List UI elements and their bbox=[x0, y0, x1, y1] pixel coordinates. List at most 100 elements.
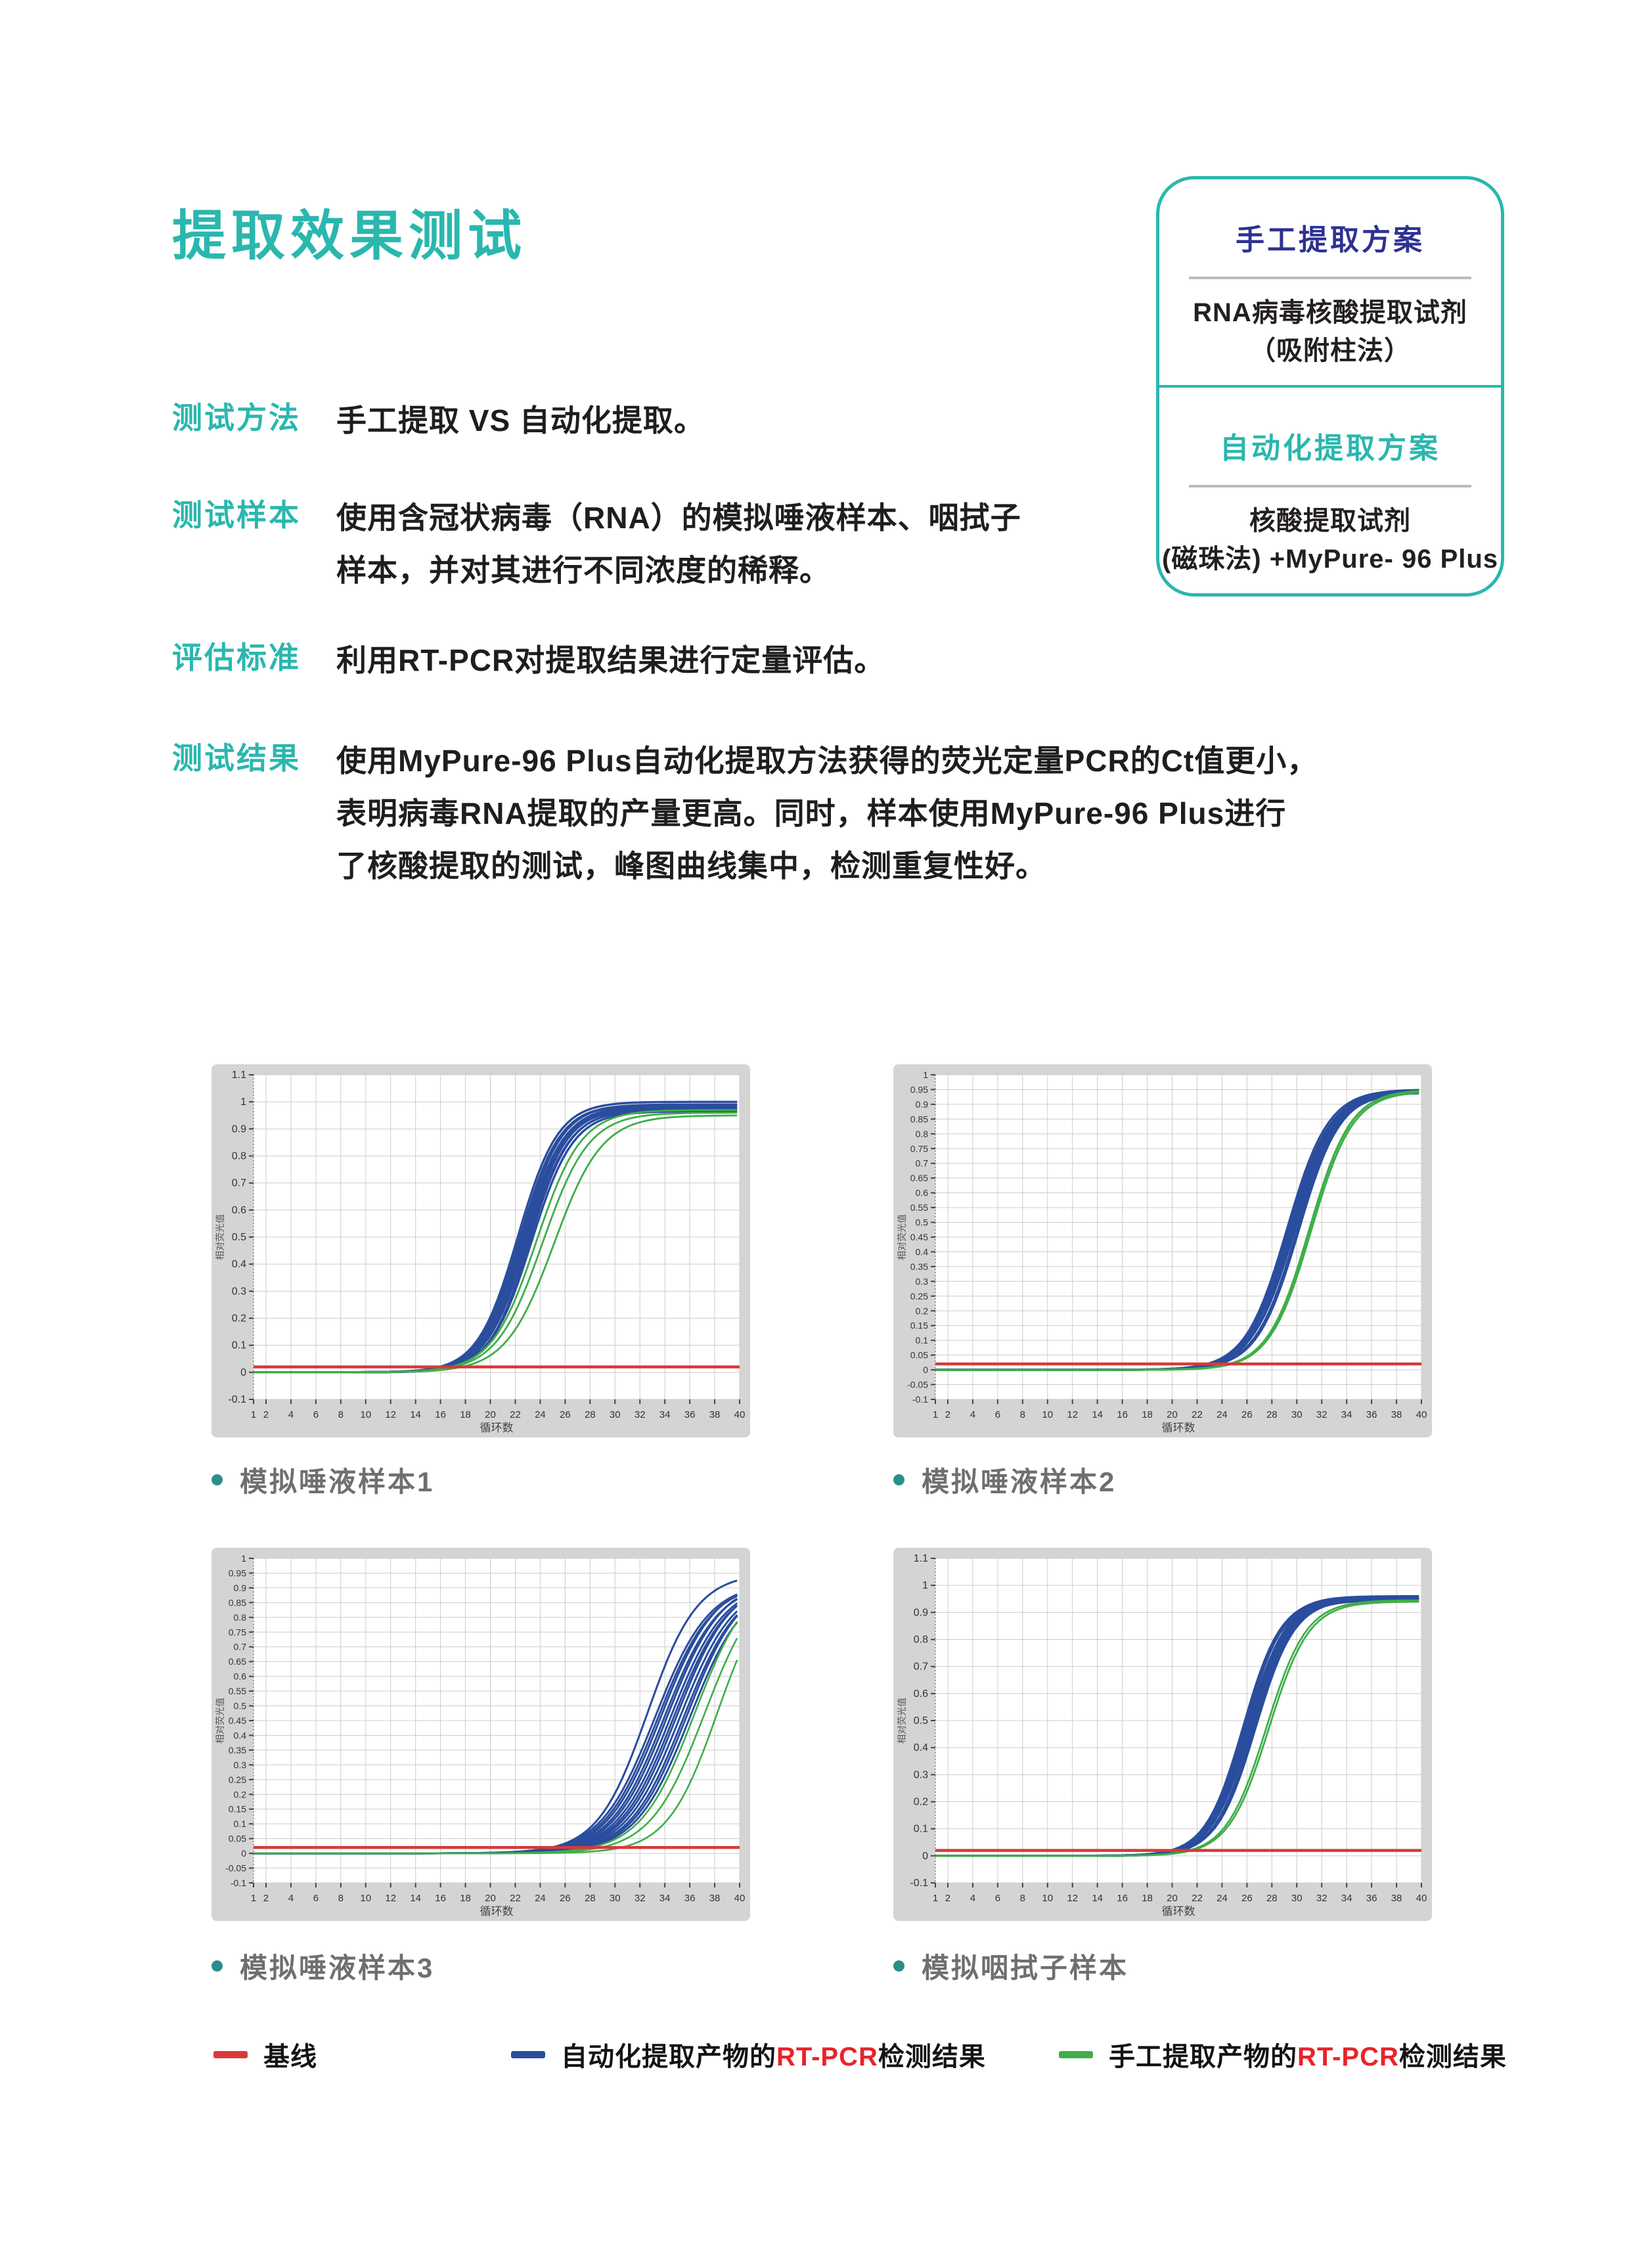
svg-text:0.15: 0.15 bbox=[910, 1321, 928, 1331]
svg-text:0.95: 0.95 bbox=[910, 1084, 928, 1095]
svg-text:0.35: 0.35 bbox=[229, 1745, 246, 1755]
svg-text:24: 24 bbox=[535, 1893, 546, 1904]
svg-text:0.4: 0.4 bbox=[232, 1259, 246, 1270]
svg-text:10: 10 bbox=[1042, 1893, 1053, 1904]
svg-text:1: 1 bbox=[922, 1580, 928, 1591]
svg-text:0.45: 0.45 bbox=[229, 1715, 246, 1726]
svg-text:38: 38 bbox=[709, 1893, 721, 1904]
svg-text:40: 40 bbox=[734, 1893, 746, 1904]
caption-text: 模拟唾液样本3 bbox=[240, 1953, 435, 1983]
svg-text:-0.05: -0.05 bbox=[225, 1863, 246, 1874]
svg-text:0.6: 0.6 bbox=[914, 1688, 928, 1700]
chart-caption: 模拟唾液样本1 bbox=[212, 1460, 434, 1500]
extraction-scheme-box: 手工提取方案 RNA病毒核酸提取试剂 （吸附柱法） 自动化提取方案 核酸提取试剂… bbox=[1156, 176, 1504, 597]
svg-text:28: 28 bbox=[1266, 1409, 1278, 1420]
svg-text:34: 34 bbox=[659, 1409, 671, 1420]
svg-text:36: 36 bbox=[1366, 1893, 1377, 1904]
text-line: 使用MyPure-96 Plus自动化提取方法获得的荧光定量PCR的Ct值更小， bbox=[336, 744, 1318, 778]
svg-text:1: 1 bbox=[923, 1070, 928, 1080]
svg-text:0.55: 0.55 bbox=[229, 1686, 246, 1696]
pcr-amplification-plot: 1 0.95 0.9 0.85 0.8 0.75 0.7 0.65 0.6 0.55 0.5 0.45… bbox=[212, 1548, 750, 1921]
svg-text:0.85: 0.85 bbox=[229, 1597, 246, 1608]
manual-swatch-icon bbox=[1059, 2050, 1093, 2058]
svg-text:1: 1 bbox=[251, 1893, 256, 1904]
auto-scheme-line1: 核酸提取试剂 bbox=[1249, 507, 1411, 535]
legend-label: 手工提取产物的RT-PCR检测结果 bbox=[1109, 2035, 1507, 2073]
text-line: 样本，并对其进行不同浓度的稀释。 bbox=[336, 553, 830, 587]
chart-throat-swab-sample: 1.1 1 0.9 0.8 0.7 0.6 0.5 0.4 0.3 0.2 0.1 0 -0.1 1 2 4 6… bbox=[893, 1548, 1432, 1921]
svg-text:38: 38 bbox=[1391, 1893, 1402, 1904]
svg-text:0: 0 bbox=[922, 1851, 928, 1862]
svg-text:0.55: 0.55 bbox=[910, 1202, 928, 1213]
svg-text:0.8: 0.8 bbox=[916, 1129, 929, 1139]
svg-text:0.5: 0.5 bbox=[234, 1701, 247, 1711]
manual-scheme-title: 手工提取方案 bbox=[1236, 224, 1425, 256]
svg-text:1.1: 1.1 bbox=[914, 1553, 928, 1564]
svg-text:12: 12 bbox=[385, 1893, 396, 1904]
manual-scheme-body: RNA病毒核酸提取试剂 （吸附柱法） bbox=[1159, 294, 1501, 370]
svg-text:-0.1: -0.1 bbox=[910, 1878, 928, 1889]
bullet-dot-icon bbox=[212, 1960, 223, 1972]
svg-text:8: 8 bbox=[1020, 1893, 1025, 1904]
svg-text:0.9: 0.9 bbox=[914, 1607, 928, 1618]
legend-item-baseline: 基线 bbox=[213, 2035, 317, 2073]
section-label-criteria: 评估标准 bbox=[172, 641, 301, 675]
svg-text:20: 20 bbox=[1167, 1409, 1178, 1420]
svg-text:22: 22 bbox=[510, 1409, 521, 1420]
svg-text:0.85: 0.85 bbox=[910, 1114, 928, 1124]
legend-text: 检测结果 bbox=[1398, 2043, 1507, 2071]
svg-text:0.3: 0.3 bbox=[234, 1759, 247, 1770]
legend-label: 自动化提取产物的RT-PCR检测结果 bbox=[561, 2035, 986, 2073]
pcr-curve bbox=[254, 1114, 738, 1374]
svg-text:38: 38 bbox=[1391, 1409, 1402, 1420]
svg-text:32: 32 bbox=[635, 1893, 646, 1904]
bullet-dot-icon bbox=[893, 1474, 904, 1485]
y-axis-label: 相对荧光值 bbox=[215, 1214, 225, 1260]
svg-text:10: 10 bbox=[360, 1409, 371, 1420]
svg-text:12: 12 bbox=[385, 1409, 396, 1420]
divider bbox=[1189, 485, 1471, 487]
svg-text:0.8: 0.8 bbox=[234, 1612, 247, 1623]
bullet-dot-icon bbox=[893, 1960, 904, 1972]
svg-text:14: 14 bbox=[1092, 1409, 1103, 1420]
svg-text:28: 28 bbox=[1266, 1893, 1278, 1904]
svg-text:1: 1 bbox=[933, 1893, 938, 1904]
legend-item-automated: 自动化提取产物的RT-PCR检测结果 bbox=[511, 2035, 986, 2073]
svg-text:-0.1: -0.1 bbox=[228, 1394, 246, 1405]
x-axis-label: 循环数 bbox=[1162, 1422, 1195, 1434]
svg-text:16: 16 bbox=[435, 1409, 446, 1420]
svg-text:26: 26 bbox=[560, 1893, 571, 1904]
auto-scheme-title: 自动化提取方案 bbox=[1220, 432, 1440, 464]
svg-text:0.5: 0.5 bbox=[914, 1715, 928, 1727]
y-axis-label: 相对荧光值 bbox=[897, 1214, 907, 1260]
svg-text:0.2: 0.2 bbox=[234, 1789, 247, 1799]
svg-text:0.5: 0.5 bbox=[916, 1217, 929, 1228]
baseline-swatch-icon bbox=[213, 2050, 248, 2058]
svg-text:14: 14 bbox=[410, 1409, 421, 1420]
svg-text:40: 40 bbox=[1416, 1893, 1427, 1904]
legend-text: 自动化提取产物的 bbox=[561, 2043, 776, 2071]
text-line: 使用含冠状病毒（RNA）的模拟唾液样本、咽拭子 bbox=[336, 501, 1021, 535]
svg-text:18: 18 bbox=[1142, 1409, 1153, 1420]
section-label-sample: 测试样本 bbox=[172, 498, 301, 532]
svg-text:10: 10 bbox=[1042, 1409, 1053, 1420]
svg-text:24: 24 bbox=[535, 1409, 546, 1420]
svg-text:0.5: 0.5 bbox=[232, 1232, 246, 1243]
svg-text:0.1: 0.1 bbox=[916, 1335, 929, 1345]
svg-text:0.15: 0.15 bbox=[229, 1804, 246, 1815]
svg-text:0.4: 0.4 bbox=[234, 1730, 247, 1740]
svg-text:22: 22 bbox=[1192, 1409, 1203, 1420]
caption-text: 模拟咽拭子样本 bbox=[922, 1953, 1129, 1983]
svg-text:14: 14 bbox=[410, 1893, 421, 1904]
manual-scheme-line1: RNA病毒核酸提取试剂 bbox=[1193, 298, 1467, 327]
y-axis-label: 相对荧光值 bbox=[897, 1698, 907, 1744]
svg-text:38: 38 bbox=[709, 1409, 721, 1420]
section-text-criteria: 利用RT-PCR对提取结果进行定量评估。 bbox=[336, 634, 885, 687]
pcr-amplification-plot: 1.110.90.80.70.60.50.40.30.20.10-0.11 2 4 6… bbox=[212, 1064, 750, 1437]
svg-text:26: 26 bbox=[1241, 1409, 1253, 1420]
svg-text:0.9: 0.9 bbox=[916, 1099, 929, 1110]
svg-text:2: 2 bbox=[263, 1409, 269, 1420]
svg-text:0.35: 0.35 bbox=[910, 1261, 928, 1272]
svg-text:0.45: 0.45 bbox=[910, 1232, 928, 1242]
svg-text:16: 16 bbox=[435, 1893, 446, 1904]
